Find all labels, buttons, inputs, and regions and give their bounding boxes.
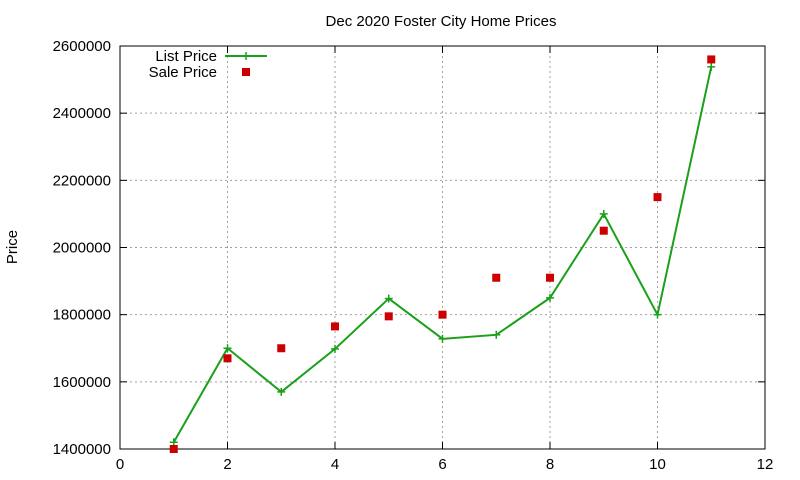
x-tick-label: 6 (438, 456, 446, 473)
x-tick-label: 12 (757, 456, 774, 473)
data-point-list-price (599, 209, 608, 218)
data-point-list-price (707, 62, 716, 71)
data-point-sale-price (492, 273, 501, 282)
data-point-list-price (492, 330, 501, 339)
data-point-list-price (653, 310, 662, 319)
legend-label-0: List Price (155, 48, 217, 65)
legend-marker-sale-price (242, 68, 250, 76)
x-tick-label: 2 (223, 456, 231, 473)
legend-label-1: Sale Price (149, 64, 217, 81)
data-point-sale-price (546, 273, 554, 282)
data-point-sale-price (599, 226, 608, 235)
y-tick-label: 2400000 (53, 105, 111, 122)
y-tick-label: 1600000 (53, 374, 111, 391)
y-tick-label: 2000000 (53, 240, 111, 257)
data-point-list-price (277, 387, 286, 396)
data-point-list-price (223, 344, 232, 353)
series-0 (169, 62, 716, 447)
data-point-sale-price (277, 344, 286, 353)
x-tick-label: 8 (546, 456, 554, 473)
data-point-sale-price (653, 193, 662, 202)
data-point-sale-price (707, 55, 716, 64)
series (169, 55, 716, 453)
grid-lines (120, 46, 765, 449)
x-tick-label: 0 (116, 456, 124, 473)
chart-title: Dec 2020 Foster City Home Prices (326, 13, 557, 30)
y-tick-label: 2200000 (53, 172, 111, 189)
data-point-sale-price (223, 354, 232, 363)
y-axis-label: Price (4, 230, 21, 264)
y-tick-label: 1800000 (53, 307, 111, 324)
axes: 0 2 4 6 8 10 12 1400000 1600000 1800000 2000000 220… (53, 38, 774, 473)
series-1 (169, 55, 716, 453)
data-point-list-price (546, 293, 554, 302)
x-tick-label: 4 (331, 456, 339, 473)
legend-marker-list-price (242, 52, 250, 60)
y-tick-label: 2600000 (53, 38, 111, 55)
data-point-sale-price (331, 322, 339, 331)
data-point-sale-price (384, 312, 393, 321)
series-line-list-price (172, 66, 713, 443)
y-tick-label: 1400000 (53, 441, 111, 458)
data-point-list-price (438, 334, 447, 343)
data-point-list-price (169, 438, 178, 447)
data-point-sale-price (438, 310, 447, 319)
data-point-list-price (331, 344, 339, 353)
data-point-sale-price (169, 445, 178, 453)
x-tick-label: 10 (649, 456, 666, 473)
data-point-list-price (384, 294, 393, 303)
